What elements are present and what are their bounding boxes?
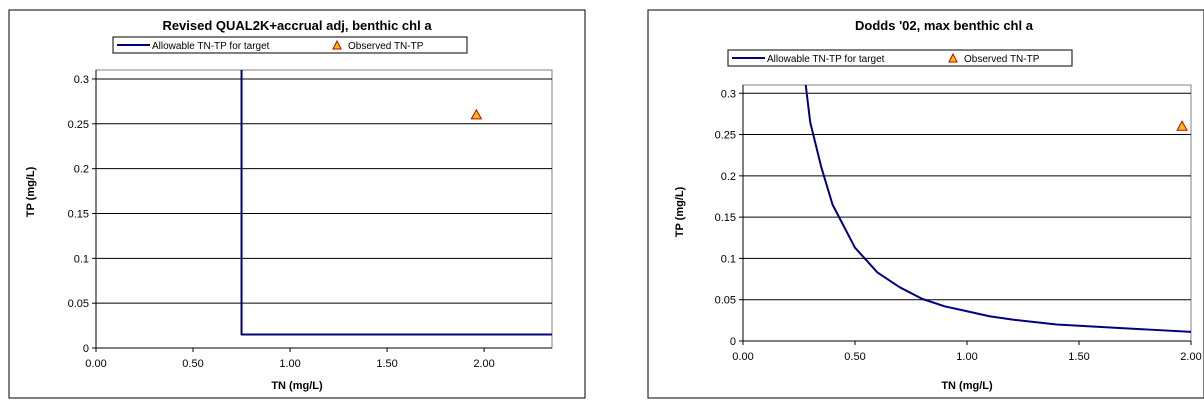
chart-left-legend-marker-swatch (332, 39, 342, 50)
chart-right-y-tick-label: 0.1 (721, 253, 736, 265)
chart-right-allowable-line (804, 84, 1192, 333)
chart-right: Dodds '02, max benthic chl a Allowable T… (647, 9, 1204, 399)
chart-left-x-tick-label: 2.00 (473, 358, 494, 370)
chart-right-legend-box (727, 49, 1073, 67)
chart-right-observed-point (1176, 120, 1188, 131)
chart-right-y-tick-label: 0.3 (721, 88, 736, 100)
chart-right-x-tick-label: 1.50 (1068, 351, 1089, 363)
chart-right-x-tick-label: 2.00 (1180, 351, 1201, 363)
chart-left-x-tick-label: 1.50 (376, 358, 397, 370)
chart-left-x-tick-label: 1.00 (279, 358, 300, 370)
chart-left-x-axis-label: TN (mg/L) (271, 380, 323, 392)
chart-left-plot-area (95, 69, 553, 349)
chart-left-y-tick-label: 0.05 (68, 298, 89, 310)
chart-left-y-tick-label: 0 (83, 343, 89, 355)
chart-right-title: Dodds '02, max benthic chl a (855, 18, 1034, 33)
chart-left-y-tick-label: 0.3 (74, 74, 89, 86)
chart-right-legend: Allowable TN-TP for target Observed TN-T… (727, 49, 1073, 67)
chart-right-x-tick-label: 1.00 (956, 351, 977, 363)
chart-right-legend-marker-swatch (948, 52, 958, 63)
chart-left-y-tick-label: 0.25 (68, 119, 89, 131)
chart-right-y-tick-label: 0.15 (715, 212, 736, 224)
chart-left-observed-point (470, 108, 483, 120)
chart-left-legend-box (112, 36, 468, 54)
chart-right-x-tick-label: 0.50 (844, 351, 865, 363)
chart-right-y-tick-label: 0 (730, 336, 736, 348)
chart-left-x-tick-label: 0.50 (182, 358, 203, 370)
chart-right-legend-line-label: Allowable TN-TP for target (767, 54, 885, 65)
chart-right-y-axis-label: TP (mg/L) (674, 186, 686, 237)
chart-left-legend-marker-label: Observed TN-TP (348, 41, 424, 52)
chart-left-y-tick-label: 0.2 (74, 164, 89, 176)
chart-right-y-tick-label: 0.2 (721, 171, 736, 183)
chart-right-plot-area (742, 84, 1192, 342)
chart-left-title: Revised QUAL2K+accrual adj, benthic chl … (162, 18, 432, 33)
chart-right-x-tick-label: 0.00 (732, 351, 753, 363)
chart-left-allowable-line (240, 70, 552, 336)
chart-left-y-tick-label: 0.15 (68, 208, 89, 220)
chart-left-y-axis-label: TP (mg/L) (25, 166, 37, 217)
chart-left-y-tick-label: 0.1 (74, 253, 89, 265)
chart-left-x-tick-label: 0.00 (85, 358, 106, 370)
chart-right-y-tick-label: 0.25 (715, 130, 736, 142)
chart-right-legend-marker-label: Observed TN-TP (964, 54, 1040, 65)
chart-right-y-tick-label: 0.05 (715, 295, 736, 307)
chart-right-x-axis-label: TN (mg/L) (941, 380, 993, 392)
chart-left-legend-line-label: Allowable TN-TP for target (152, 41, 270, 52)
chart-left-legend: Allowable TN-TP for target Observed TN-T… (112, 36, 468, 54)
chart-left: Revised QUAL2K+accrual adj, benthic chl … (8, 9, 586, 399)
